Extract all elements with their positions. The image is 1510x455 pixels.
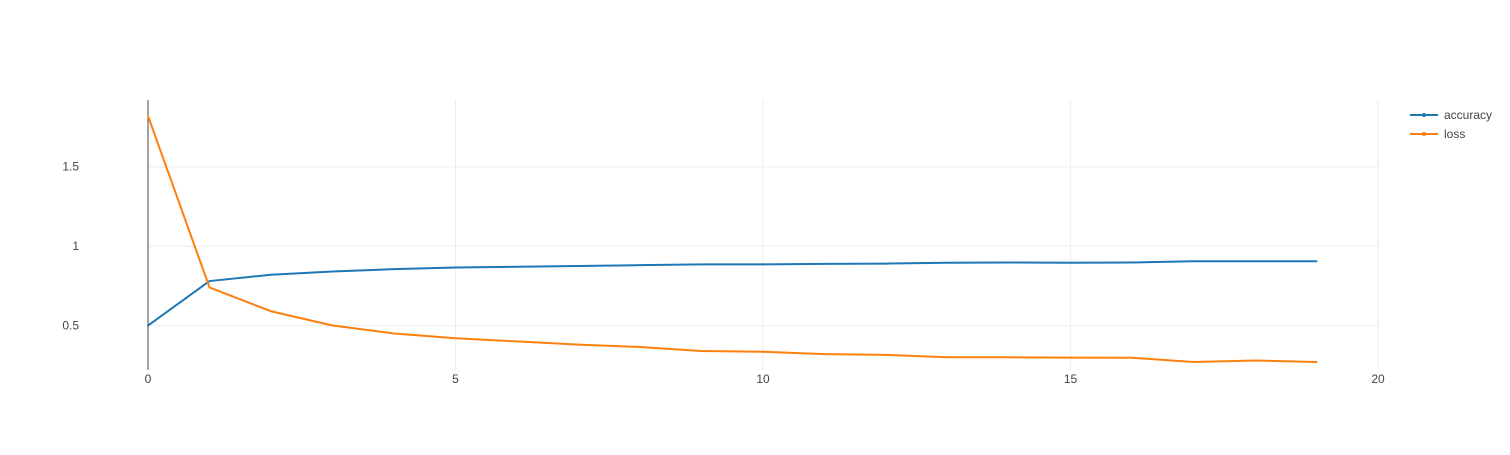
x-tick-label: 5 <box>452 372 459 386</box>
legend-marker-loss <box>1422 132 1426 136</box>
legend[interactable]: accuracy loss <box>1410 108 1492 141</box>
x-tick-label: 10 <box>756 372 770 386</box>
legend-label: loss <box>1444 127 1465 141</box>
y-tick-label: 1.5 <box>62 160 79 174</box>
legend-item-loss[interactable]: loss <box>1410 127 1465 141</box>
x-tick-label: 15 <box>1064 372 1078 386</box>
y-tick-label: 0.5 <box>62 319 79 333</box>
legend-item-accuracy[interactable]: accuracy <box>1410 108 1492 122</box>
series-lines <box>147 114 1318 364</box>
grid <box>148 100 1379 370</box>
series-line-loss <box>147 114 1318 364</box>
x-tick-label: 0 <box>145 372 152 386</box>
legend-marker-accuracy <box>1422 113 1426 117</box>
y-tick-label: 1 <box>72 239 79 253</box>
axes: 0 5 10 15 20 0.5 1 1.5 <box>62 100 1385 386</box>
series-line-accuracy <box>147 260 1318 327</box>
x-tick-label: 20 <box>1371 372 1385 386</box>
legend-label: accuracy <box>1444 108 1492 122</box>
